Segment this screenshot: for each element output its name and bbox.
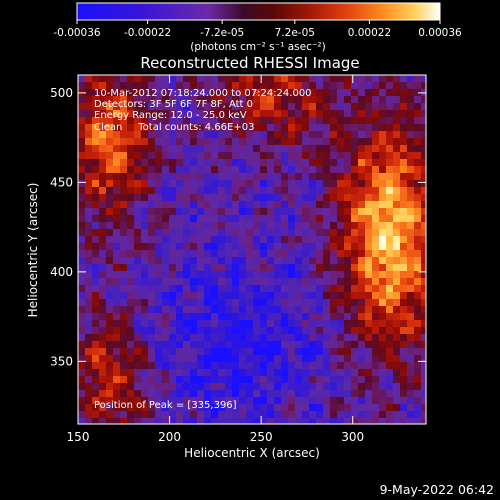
colorbar (76, 2, 441, 21)
heatmap-image (78, 75, 426, 424)
colorbar-tick-label: 7.2e-05 (275, 27, 315, 39)
colorbar-tick-label: 0.00022 (348, 27, 391, 39)
y-axis-label: Heliocentric Y (arcsec) (26, 183, 40, 318)
time-range-annotation: 10-Mar-2012 07:18:24.000 to 07:24:24.000 (94, 88, 312, 99)
x-axis-label: Heliocentric X (arcsec) (184, 446, 320, 460)
colorbar-tick-label: -0.00022 (124, 27, 171, 39)
y-tick-label: 450 (50, 175, 73, 189)
y-tick-label: 400 (50, 265, 73, 279)
detectors-annotation: Detectors: 3F 5F 6F 7F 8F, Att 0 (94, 99, 253, 110)
energy-range-annotation: Energy Range: 12.0 - 25.0 keV (94, 110, 247, 121)
colorbar-tick-label: -7.2e-05 (200, 27, 244, 39)
clean-annotation: Clean Total counts: 4.66E+03 (94, 122, 254, 133)
x-tick-label: 300 (341, 430, 364, 444)
colorbar-tick-labels: -0.00036 -0.00022 -7.2e-05 7.2e-05 0.00022 0.… (53, 27, 462, 39)
footer-date: 9-May-2022 06:42 (380, 482, 494, 497)
x-axis-ticks: 150 200 250 300 (67, 75, 364, 444)
y-tick-label: 350 (50, 354, 73, 368)
plot-frame (77, 74, 427, 425)
x-tick-label: 150 (67, 430, 90, 444)
colorbar-tick-label: -0.00036 (53, 27, 101, 39)
colorbar-units: (photons cm⁻² s⁻¹ asec⁻²) (190, 41, 325, 53)
chart-title: Reconstructed RHESSI Image (140, 54, 359, 72)
peak-position-annotation: Position of Peak = [335,396] (94, 400, 237, 411)
y-axis-ticks: 350 400 450 500 (50, 86, 426, 368)
x-tick-label: 200 (158, 430, 181, 444)
x-tick-label: 250 (250, 430, 273, 444)
colorbar-ticks (76, 20, 441, 24)
colorbar-tick-label: 0.00036 (418, 27, 462, 39)
y-tick-label: 500 (50, 86, 73, 100)
